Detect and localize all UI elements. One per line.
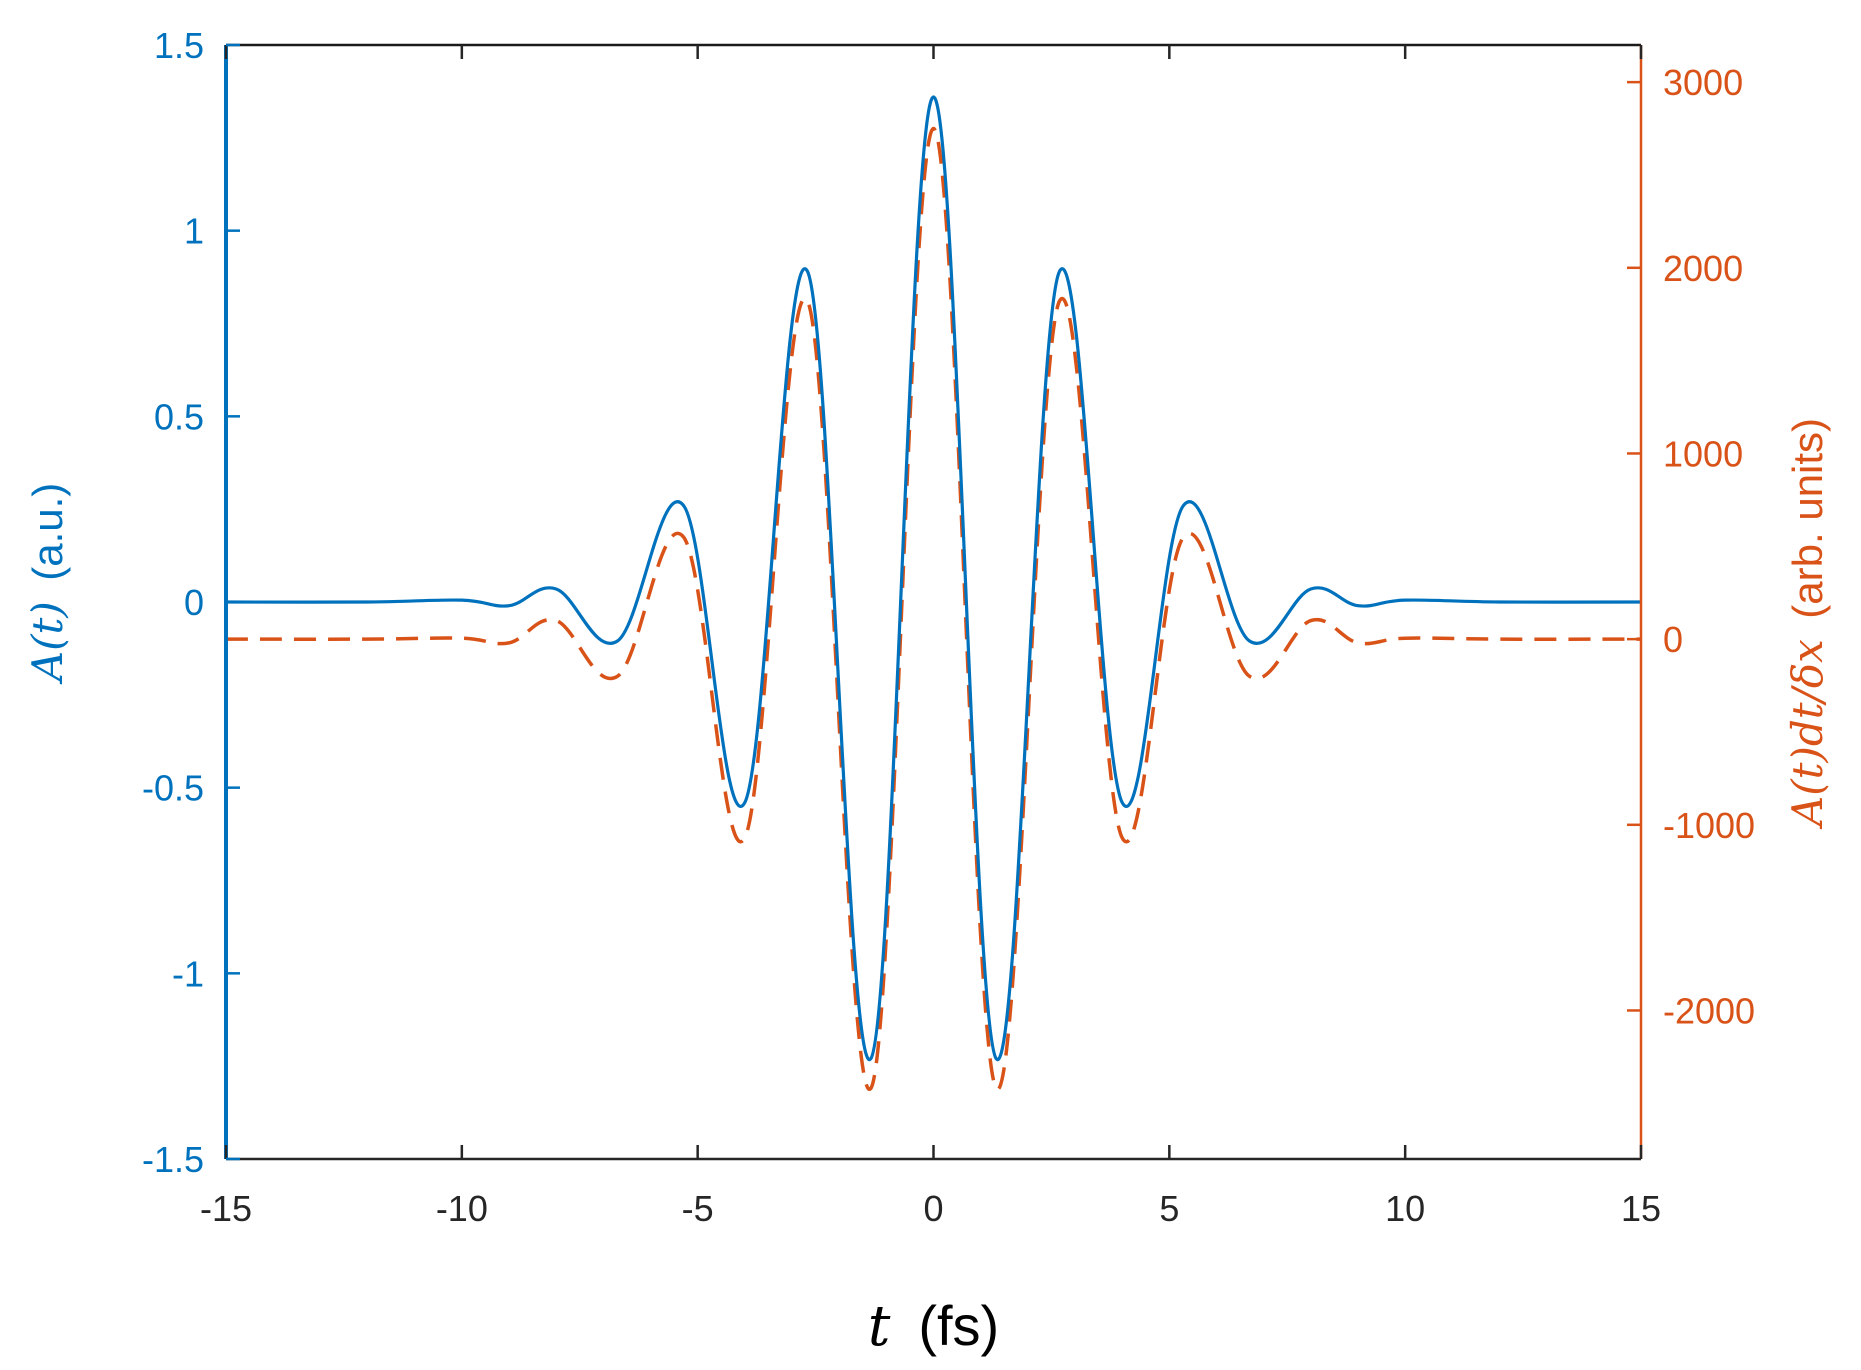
series-layer [225,95,1642,1091]
y-left-axis-label-unit: (a.u.) [24,483,71,581]
y-left-tick-label: -1.5 [142,1139,204,1180]
y-right-tick-label: 2000 [1663,248,1743,289]
x-tick-label: 0 [923,1188,943,1229]
y-left-tick-label: -0.5 [142,768,204,809]
y-right-tick-label: -1000 [1663,805,1755,846]
plot-area [226,45,1641,1159]
y-left-axis-label-math: A(t) [23,601,72,685]
y-right-tick-label: -2000 [1663,990,1755,1031]
y-right-tick-label: 1000 [1663,433,1743,474]
x-axis-label-var: t [868,1294,891,1359]
x-tick-label: 5 [1159,1188,1179,1229]
y-right-tick-label: 3000 [1663,62,1743,103]
x-tick-label: 10 [1385,1188,1425,1229]
y-left-tick-label: 1.5 [154,25,204,66]
ticks-layer: -15 -10 -5 0 5 10 15 -1.5 -1 -0.5 0 0.5 1 1.5 -2000 -10… [142,25,1755,1229]
x-tick-label: -10 [436,1188,488,1229]
y-left-tick-label: 0.5 [154,396,204,437]
x-axis-label-unit: (fs) [918,1294,999,1357]
series-line-left-solid [225,95,1642,1061]
y-right-tick-label: 0 [1663,619,1683,660]
y-left-tick-label: -1 [172,953,204,994]
y-right-axis-label: A(t)dt/δx (arb. units) [1783,418,1832,830]
x-axis-label: t (fs) [868,1294,999,1359]
x-tick-label: -5 [682,1188,714,1229]
series-line-right-dashed [225,126,1642,1091]
y-right-axis-label-math: A(t)dt/δx [1783,639,1832,830]
y-right-axis-label-unit: (arb. units) [1784,418,1831,619]
y-left-axis-label: A(t) (a.u.) [23,483,72,686]
y-left-tick-label: 1 [184,211,204,252]
x-tick-label: -15 [200,1188,252,1229]
x-tick-label: 15 [1621,1188,1661,1229]
y-left-tick-label: 0 [184,582,204,623]
